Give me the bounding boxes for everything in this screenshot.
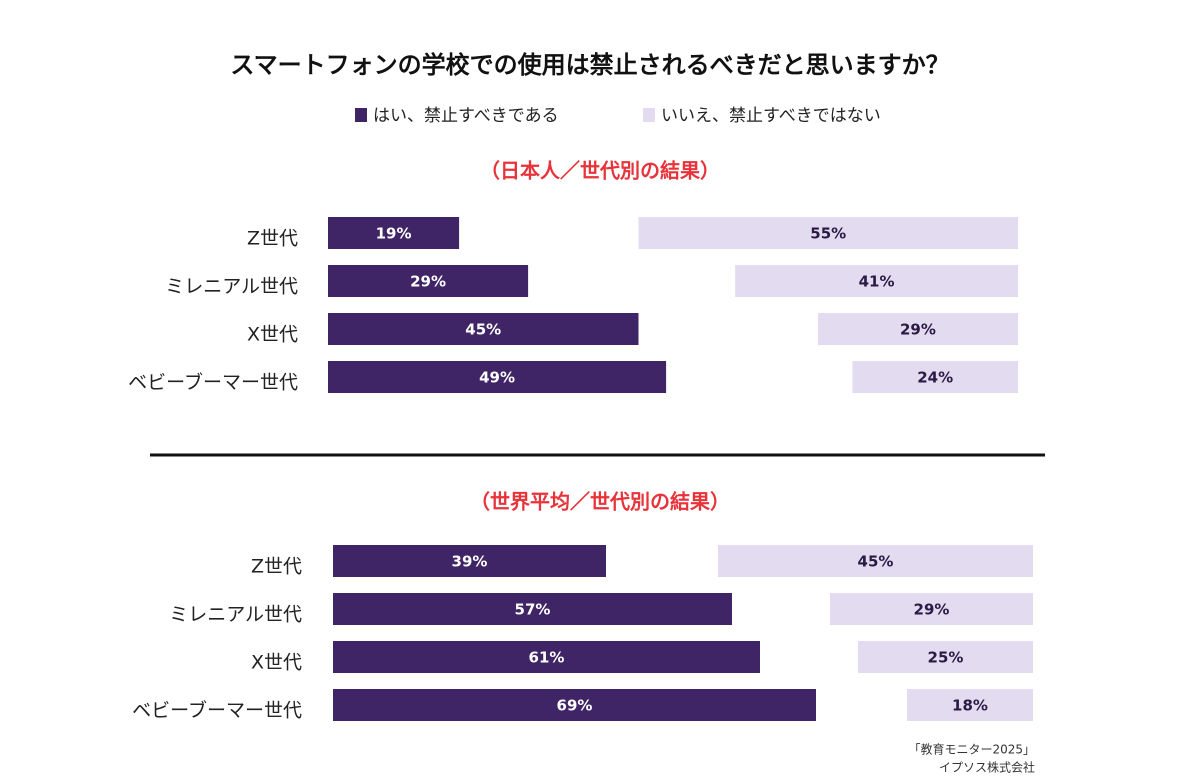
- bar: [638, 217, 1018, 249]
- legend-label: はい、禁止すべきである: [373, 106, 559, 126]
- category-label: X世代: [247, 324, 298, 346]
- value-label: 69%: [557, 697, 593, 715]
- category-label: ベビーブーマー世代: [128, 371, 298, 394]
- bar: [328, 217, 460, 249]
- chart-title: スマートフォンの学校での使用は禁止されるべきだと思いますか？: [230, 51, 949, 79]
- value-label: 45%: [465, 321, 501, 339]
- bar: [333, 689, 816, 721]
- source: 「教育モニター2025」: [908, 742, 1035, 757]
- value-label: 29%: [410, 273, 446, 291]
- value-label: 61%: [529, 649, 565, 667]
- bar: [333, 545, 606, 577]
- value-label: 19%: [376, 225, 412, 243]
- value-label: 49%: [479, 369, 515, 387]
- bar: [328, 313, 639, 345]
- bar: [328, 265, 529, 297]
- bar: [333, 641, 760, 673]
- bar: [858, 641, 1033, 673]
- source: イプソス株式会社: [939, 760, 1035, 775]
- bar: [852, 361, 1018, 393]
- value-label: 24%: [917, 369, 953, 387]
- value-label: 29%: [900, 321, 936, 339]
- legend-swatch: [355, 108, 367, 122]
- bar: [817, 313, 1018, 345]
- category-label: ミレニアル世代: [165, 276, 298, 298]
- bar: [333, 593, 732, 625]
- subtitle: （世界平均／世代別の結果）: [470, 490, 730, 514]
- category-label: X世代: [251, 652, 302, 674]
- value-label: 45%: [858, 553, 894, 571]
- category-label: Z世代: [247, 228, 298, 250]
- bar: [328, 361, 667, 393]
- value-label: 57%: [515, 601, 551, 619]
- bar: [735, 265, 1018, 297]
- value-label: 55%: [810, 225, 846, 243]
- category-label: ベビーブーマー世代: [132, 699, 302, 722]
- bar: [907, 689, 1033, 721]
- value-label: 25%: [928, 649, 964, 667]
- category-label: ミレニアル世代: [169, 604, 302, 626]
- legend-label: いいえ、禁止すべきではない: [661, 106, 881, 126]
- value-label: 39%: [452, 553, 488, 571]
- value-label: 18%: [952, 697, 988, 715]
- legend-swatch: [643, 108, 655, 122]
- value-label: 29%: [914, 601, 950, 619]
- subtitle: （日本人／世代別の結果）: [480, 159, 720, 183]
- category-label: Z世代: [251, 556, 302, 578]
- value-label: 41%: [859, 273, 895, 291]
- bar: [718, 545, 1033, 577]
- bar: [830, 593, 1033, 625]
